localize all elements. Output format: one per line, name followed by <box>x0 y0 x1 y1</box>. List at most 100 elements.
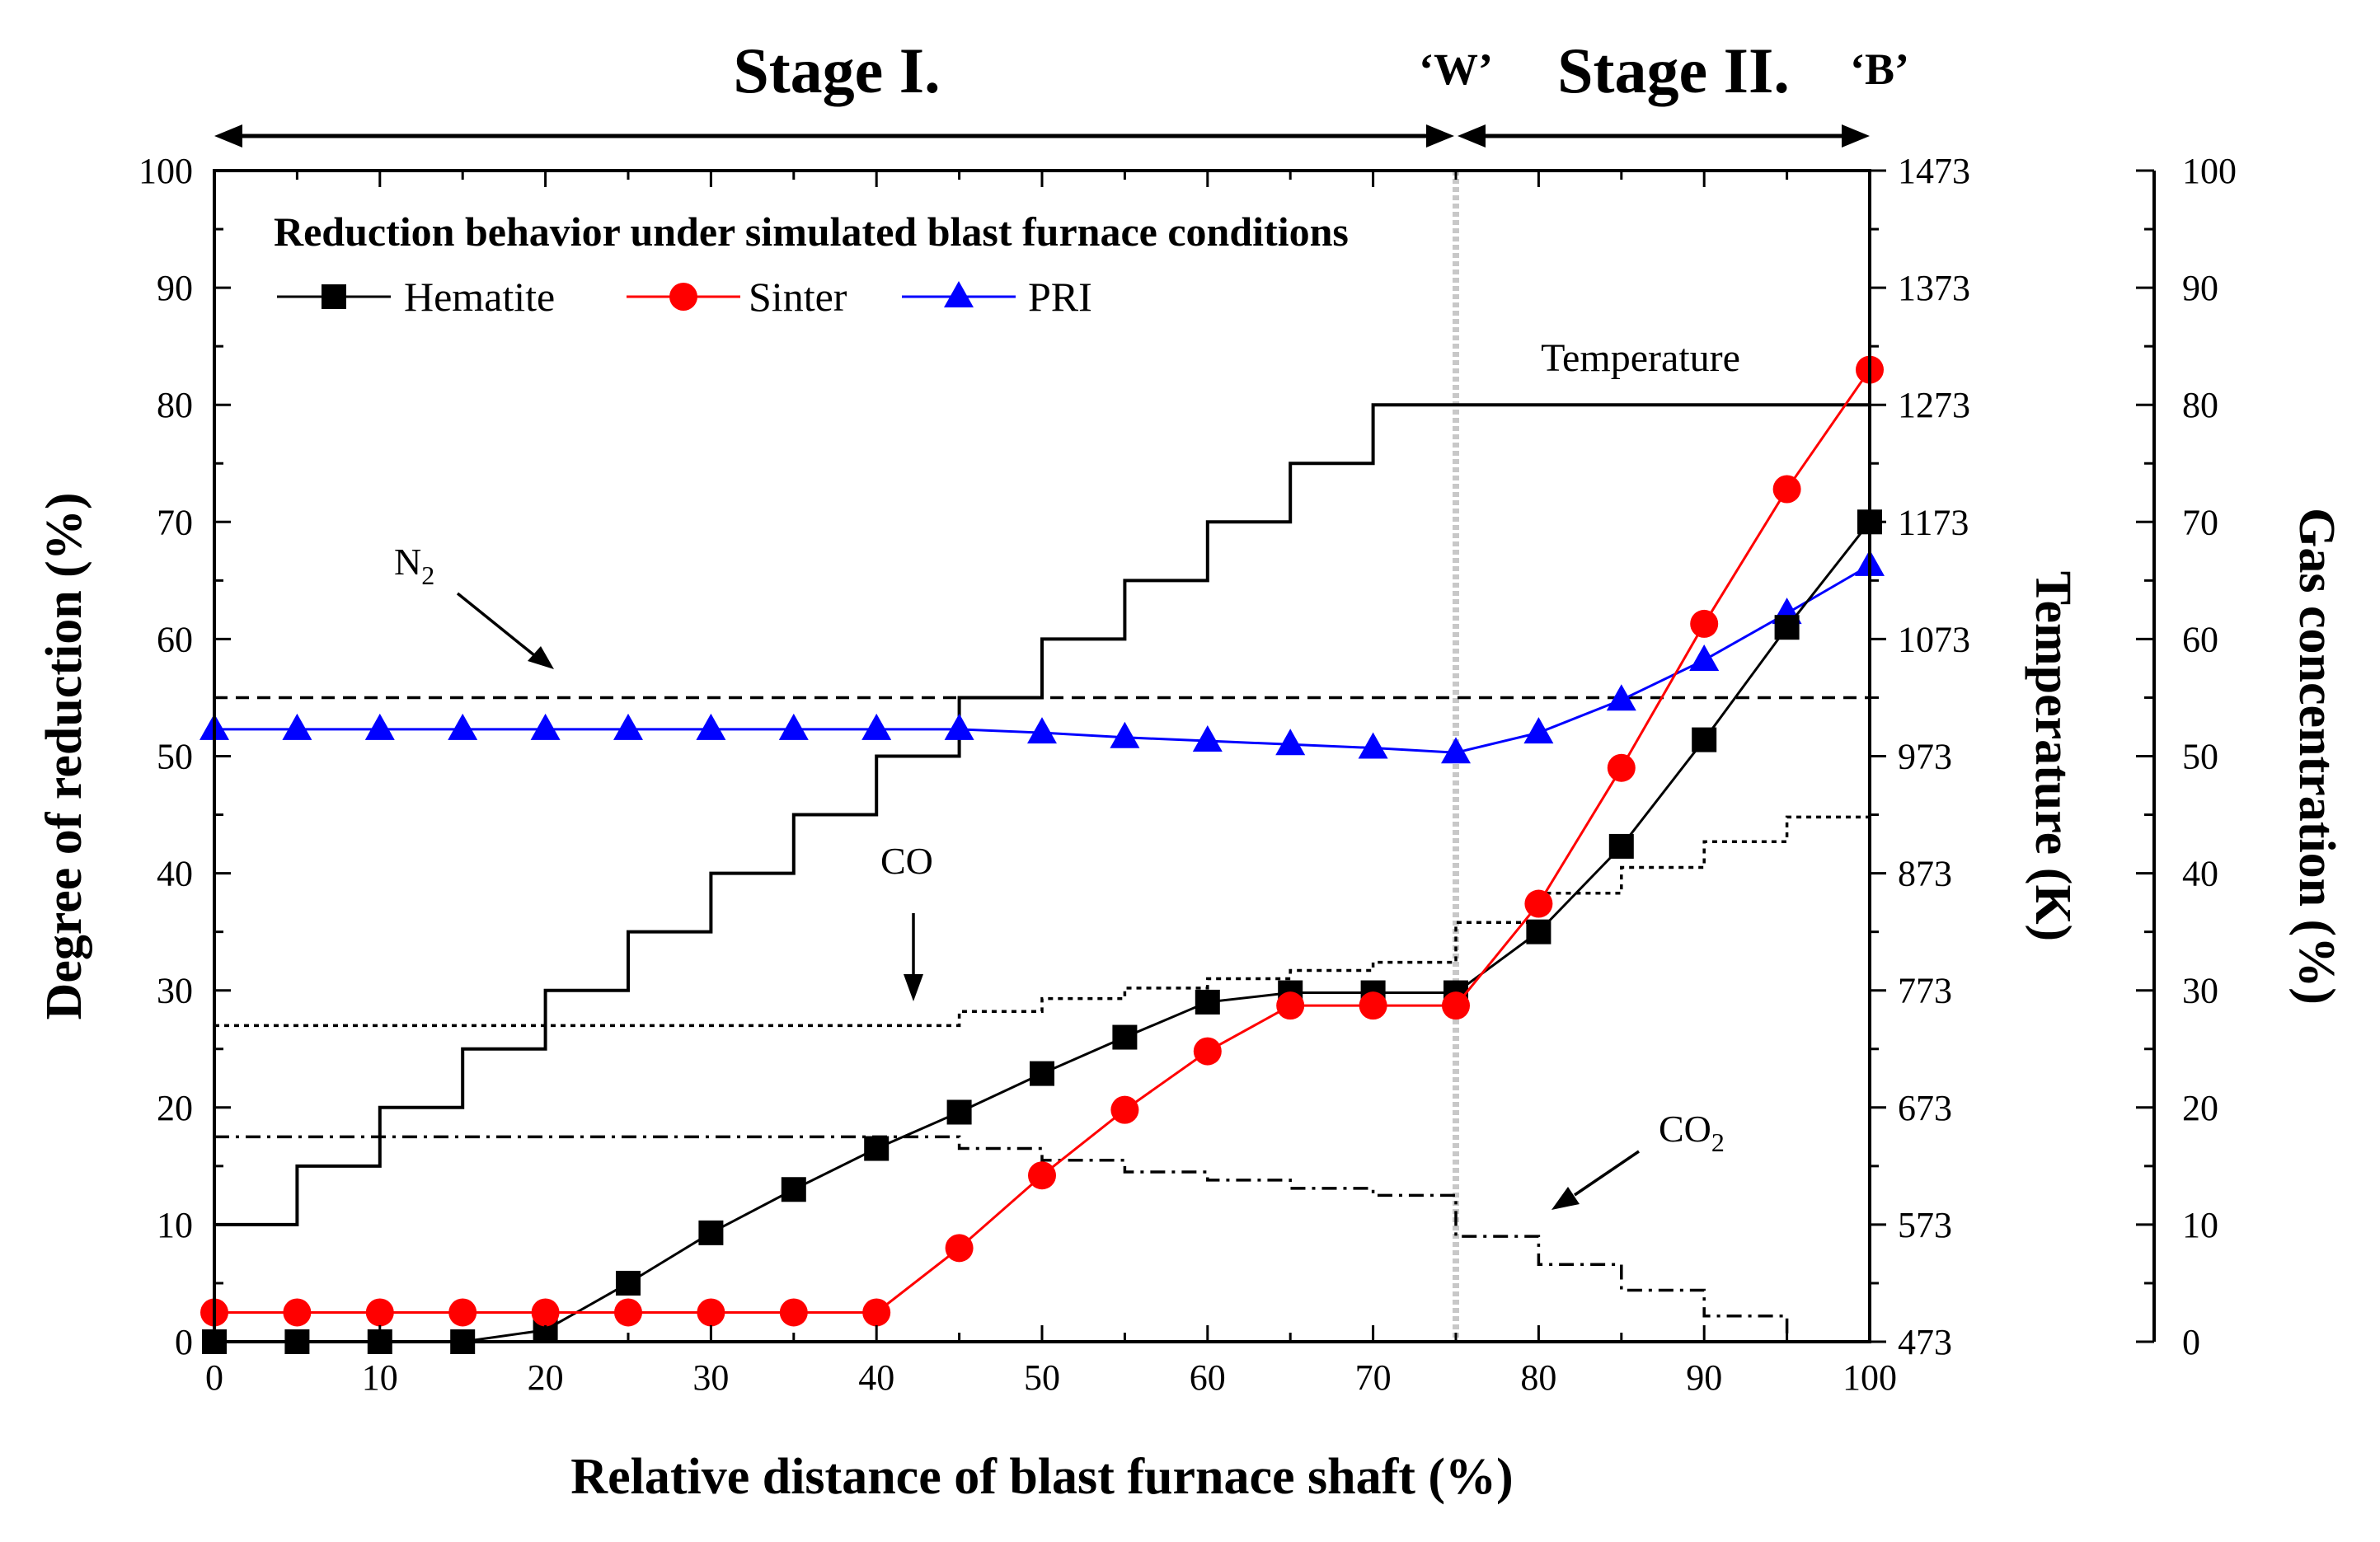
y-temp-tick-label: 1173 <box>1898 502 1969 542</box>
data-point-sinter <box>531 1298 560 1327</box>
data-point-pri <box>1275 729 1306 756</box>
data-point-pri <box>448 713 478 740</box>
data-point-sinter <box>1690 609 1719 638</box>
y-gas-tick-label: 100 <box>2182 151 2237 191</box>
data-point-pri <box>696 713 726 740</box>
data-point-hematite <box>1774 615 1800 640</box>
co2-label-sub: 2 <box>1711 1127 1725 1157</box>
data-point-sinter <box>697 1298 725 1327</box>
y-gas-tick-label: 50 <box>2182 737 2218 777</box>
y-temp-tick-label: 573 <box>1898 1205 1952 1245</box>
gas-profile-co2 <box>214 1135 1870 1343</box>
stage1-label: Stage I. <box>733 35 940 106</box>
x-axis-title: Relative distance of blast furnace shaft… <box>570 1449 1513 1505</box>
legend-item-pri: PRI <box>902 274 1092 320</box>
data-point-hematite <box>1692 727 1717 752</box>
stage2-label: Stage II. <box>1557 35 1790 106</box>
marker-b: ‘B’ <box>1850 45 1909 94</box>
y-temp-tick-label: 673 <box>1898 1088 1952 1128</box>
y-temp-tick-label: 973 <box>1898 737 1952 777</box>
data-point-sinter <box>1028 1161 1056 1190</box>
data-point-pri <box>1606 684 1636 711</box>
legend-label: PRI <box>1028 274 1092 320</box>
n2-label: N2 <box>394 541 434 590</box>
y-left-tick-label: 60 <box>157 619 193 659</box>
n2-label-sub: 2 <box>421 560 434 590</box>
data-point-sinter <box>283 1298 312 1327</box>
stage1-arrow-left-head <box>214 124 242 148</box>
axes <box>213 169 2156 1343</box>
y-gas-tick-label: 0 <box>2182 1322 2200 1362</box>
n2-label-main: N <box>394 541 421 583</box>
legend-label: Sinter <box>749 274 847 320</box>
data-point-hematite <box>1608 833 1634 859</box>
data-point-sinter <box>614 1298 642 1327</box>
n2-arrow-line <box>456 592 536 657</box>
y-left-tick-label: 0 <box>175 1322 193 1362</box>
y-left-tick-label: 20 <box>157 1088 193 1128</box>
data-point-sinter <box>1607 753 1636 782</box>
data-point-pri <box>1027 717 1057 744</box>
data-point-pri <box>1689 644 1720 671</box>
y-temp-tick-label: 1273 <box>1898 385 1970 425</box>
y-temp-tick-label: 1373 <box>1898 268 1970 308</box>
y-gas-tick-label: 20 <box>2182 1088 2218 1128</box>
y-gas-tick-label: 90 <box>2182 268 2218 308</box>
y-left-tick-label: 50 <box>157 737 193 777</box>
x-tick-label: 0 <box>205 1357 223 1398</box>
marker-w: ‘W’ <box>1419 45 1493 94</box>
co2-arrow-line <box>1574 1150 1640 1197</box>
data-point-sinter <box>1193 1037 1222 1066</box>
data-point-hematite <box>946 1099 972 1125</box>
co-label: CO <box>880 840 933 882</box>
data-point-sinter <box>1276 991 1305 1020</box>
y-left-tick-label: 70 <box>157 502 193 542</box>
chart-title: Reduction behavior under simulated blast… <box>274 209 1349 255</box>
data-point-hematite <box>864 1136 890 1161</box>
y-gas-tick-label: 30 <box>2182 971 2218 1011</box>
data-point-sinter <box>1359 991 1387 1020</box>
co2-label: CO2 <box>1659 1108 1725 1157</box>
y-left-tick-label: 30 <box>157 971 193 1011</box>
data-point-sinter <box>448 1298 477 1327</box>
y-gas-tick-label: 40 <box>2182 854 2218 894</box>
co-arrow-head <box>904 974 923 1001</box>
legend-marker <box>669 283 697 311</box>
data-point-pri <box>778 713 809 740</box>
y-gas-axis-title: Gas concentration (%) <box>2288 508 2345 1005</box>
y-temp-tick-label: 473 <box>1898 1322 1952 1362</box>
series-pri <box>200 549 1885 764</box>
data-point-pri <box>530 713 561 740</box>
data-point-pri <box>1441 737 1471 764</box>
y-left-tick-label: 10 <box>157 1205 193 1245</box>
data-point-pri <box>1358 732 1388 759</box>
y-left-tick-label: 90 <box>157 268 193 308</box>
co2-label-main: CO <box>1659 1108 1711 1150</box>
n2-arrow-head <box>528 646 554 669</box>
data-point-pri <box>364 713 395 740</box>
x-tick-label: 90 <box>1686 1357 1722 1398</box>
y-temp-axis-title: Temperature (K) <box>2025 571 2081 941</box>
data-point-hematite <box>1195 989 1220 1015</box>
data-point-sinter <box>1524 889 1553 918</box>
data-point-sinter <box>365 1298 394 1327</box>
temperature-profile-line <box>214 403 1870 1226</box>
data-point-sinter <box>779 1298 808 1327</box>
co-label-main: CO <box>880 840 933 882</box>
stage1-arrow-right-head <box>1426 124 1454 148</box>
data-point-hematite <box>781 1177 806 1202</box>
y-gas-tick-label: 70 <box>2182 502 2218 542</box>
data-point-sinter <box>1110 1095 1139 1124</box>
profile-lines <box>214 403 1870 1343</box>
x-tick-label: 20 <box>528 1357 564 1398</box>
data-point-sinter <box>1442 991 1470 1020</box>
x-tick-label: 40 <box>858 1357 894 1398</box>
data-point-hematite <box>616 1270 641 1296</box>
y-gas-tick-label: 10 <box>2182 1205 2218 1245</box>
legend-marker <box>944 281 974 307</box>
stage2-arrow-left-head <box>1458 124 1486 148</box>
y-left-axis-title: Degree of reduction (%) <box>36 493 92 1020</box>
stage2-arrow-right-head <box>1842 124 1870 148</box>
x-tick-label: 70 <box>1355 1357 1392 1398</box>
